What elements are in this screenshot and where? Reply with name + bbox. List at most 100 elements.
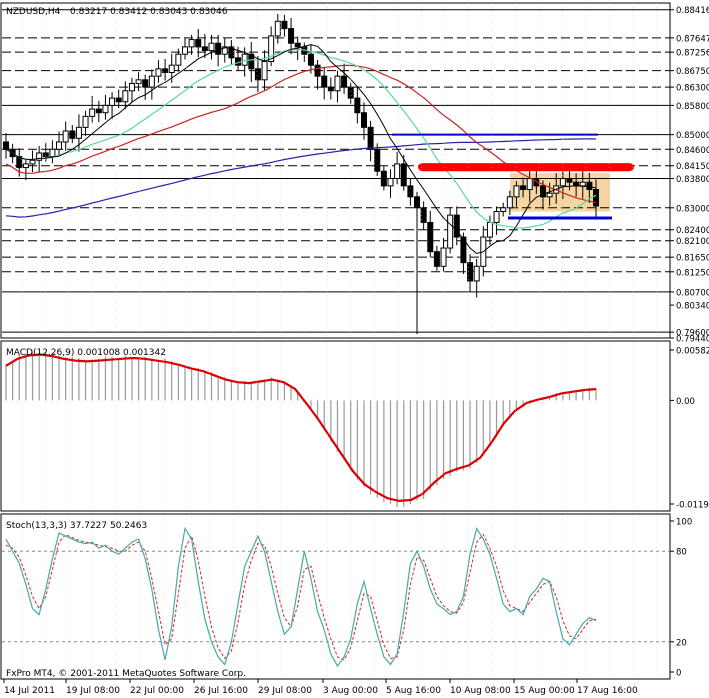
price-label-9: 0.83800 — [676, 175, 709, 185]
candle-body-87 — [579, 181, 586, 187]
candle-body-53 — [354, 97, 361, 114]
price-label-16: 0.80340 — [676, 302, 709, 312]
candle-body-8 — [56, 141, 63, 150]
stoch-axis-label-1: 80 — [676, 548, 687, 558]
stoch-axis-label-3: 0 — [676, 669, 681, 679]
candle-body-19 — [128, 82, 135, 92]
candle-body-85 — [566, 178, 573, 183]
candle-body-0 — [3, 141, 9, 150]
candle-body-11 — [75, 126, 82, 139]
candle-body-56 — [374, 148, 381, 172]
price-label-bg-6 — [674, 129, 708, 141]
candle-body-60 — [400, 163, 407, 187]
time-label-2: 22 Jul 00:00 — [130, 686, 184, 696]
candle-body-35 — [235, 57, 242, 66]
candle-body-3 — [22, 163, 29, 169]
price-label-11: 0.82400 — [676, 226, 709, 236]
price-label-17: 0.79600 — [676, 329, 709, 339]
candle-body-49 — [327, 86, 334, 92]
candle-body-2 — [16, 156, 23, 169]
candle-body-6 — [42, 152, 49, 158]
price-label-bg-10 — [674, 202, 708, 214]
candle-body-34 — [228, 46, 235, 59]
candle-body-76 — [506, 196, 513, 209]
candle-body-7 — [49, 148, 56, 158]
price-label-bg-11 — [674, 224, 708, 236]
candle-body-48 — [321, 75, 328, 88]
candle-body-65 — [433, 251, 440, 267]
price-label-6: 0.85000 — [676, 131, 709, 141]
time-label-0: 14 Jul 2011 — [4, 686, 55, 696]
ohlc-values: 0.83217 0.83412 0.83043 0.83046 — [70, 7, 228, 17]
price-label-bg-12 — [674, 235, 708, 247]
macd-axis-label-0: 0.00582 — [676, 347, 709, 357]
price-label-bg-14 — [674, 266, 708, 278]
candle-body-67 — [447, 214, 454, 249]
candle-body-78 — [520, 185, 527, 191]
price-label-bg-4 — [674, 81, 708, 93]
price-label-bg-17 — [674, 326, 708, 338]
price-label-18: 0.79440 — [676, 335, 709, 345]
price-label-bg-7 — [674, 143, 708, 155]
candle-body-30 — [201, 46, 208, 52]
time-label-4: 29 Jul 08:00 — [258, 686, 312, 696]
candle-body-10 — [69, 130, 76, 139]
candle-body-89 — [593, 189, 599, 207]
candle-body-75 — [500, 207, 507, 212]
ma-green-line — [5, 48, 597, 229]
stoch-panel[interactable] — [0, 513, 671, 680]
price-label-bg-1 — [674, 32, 708, 44]
price-label-bg-9 — [674, 173, 708, 185]
copyright-text: FxPro MT4, © 2001-2011 MetaQuotes Softwa… — [6, 669, 246, 679]
price-label-12: 0.82100 — [676, 237, 709, 247]
price-label-bg-0 — [674, 4, 708, 16]
candle-body-31 — [208, 42, 215, 52]
candle-body-70 — [467, 262, 474, 282]
candle-body-26 — [175, 53, 182, 66]
time-label-5: 3 Aug 00:00 — [323, 686, 378, 696]
time-label-6: 5 Aug 16:00 — [386, 686, 441, 696]
candle-body-55 — [367, 126, 374, 150]
candle-body-23 — [155, 68, 162, 77]
candle-body-51 — [341, 75, 348, 88]
candle-body-88 — [586, 181, 593, 191]
candle-body-16 — [109, 97, 116, 106]
candle-body-77 — [513, 185, 520, 198]
time-label-9: 17 Aug 16:00 — [577, 686, 638, 696]
candle-body-61 — [407, 185, 414, 198]
candle-body-68 — [453, 214, 460, 238]
macd-signal-line — [5, 353, 597, 503]
price-label-0: 0.88416 — [676, 6, 709, 16]
candle-body-64 — [427, 221, 434, 253]
candle-body-62 — [414, 196, 421, 209]
price-label-bg-15 — [674, 286, 708, 298]
stoch-plot — [2, 515, 670, 678]
time-label-7: 10 Aug 08:00 — [450, 686, 511, 696]
price-label-3: 0.86750 — [676, 67, 709, 77]
candle-body-28 — [188, 39, 195, 48]
macd-panel[interactable] — [0, 340, 671, 512]
price-plot — [2, 3, 670, 338]
stoch-signal-line — [5, 533, 597, 661]
macd-axis-label-2: -0.01196 — [676, 501, 709, 511]
candle-body-36 — [241, 53, 248, 66]
candle-body-66 — [440, 247, 447, 267]
candle-body-52 — [347, 86, 354, 99]
macd-axis-label-1: 0.00 — [676, 397, 695, 407]
candle-body-54 — [360, 112, 367, 128]
macd-plot — [5, 342, 657, 510]
candle-body-59 — [394, 163, 401, 180]
candle-body-18 — [122, 90, 129, 103]
candle-body-17 — [115, 97, 122, 103]
candle-body-73 — [486, 221, 493, 238]
candle-body-21 — [142, 79, 149, 88]
price-axis: 0.88416 0.87647 0.87256 0.86750 0.86300 0.858… — [670, 4, 709, 345]
time-label-1: 19 Jul 08:00 — [66, 686, 120, 696]
candle-body-82 — [546, 192, 553, 198]
candle-body-15 — [102, 104, 109, 114]
candle-body-81 — [539, 185, 546, 198]
candle-body-57 — [380, 170, 387, 187]
price-label-15: 0.80700 — [676, 288, 709, 298]
candle-body-38 — [254, 68, 261, 81]
